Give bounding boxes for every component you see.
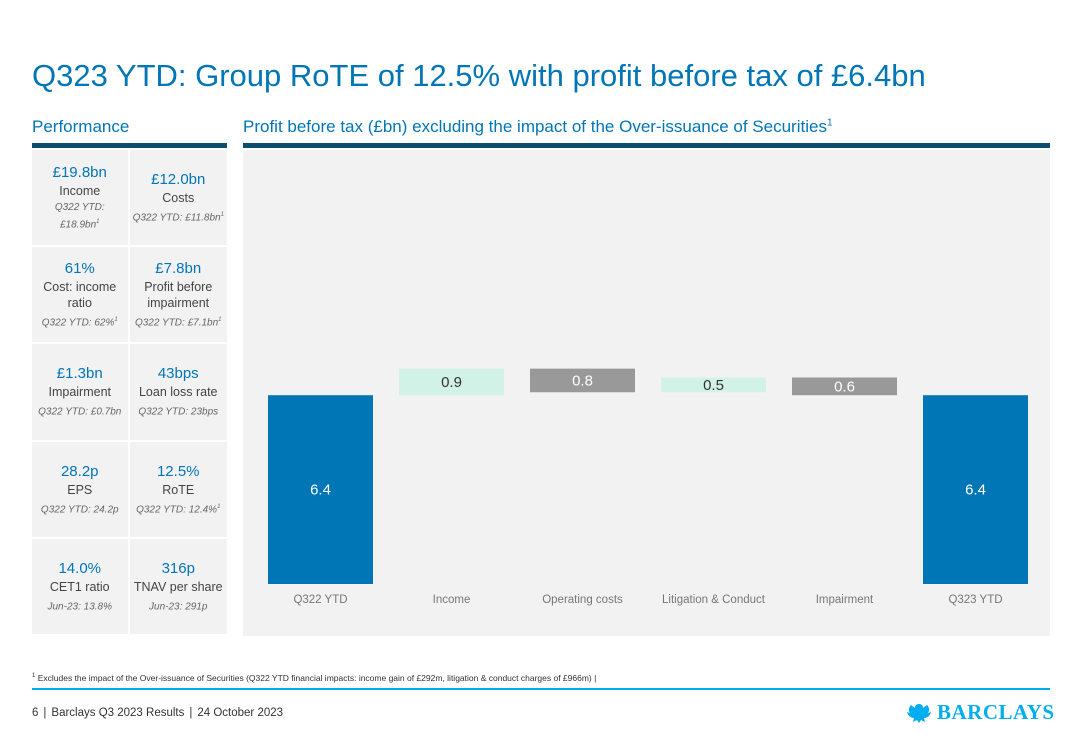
footer-page-number: 6 [32, 707, 39, 719]
kpi-value: £1.3bn [56, 365, 103, 383]
data-label: 0.6 [834, 378, 855, 395]
kpi-value: 28.2p [60, 462, 99, 480]
kpi-compare-text: Q322 YTD: £0.7bn [38, 406, 122, 418]
bar-q323-ytd [923, 395, 1028, 584]
kpi-label: Costs [162, 190, 195, 205]
kpi-value: 12.5% [156, 462, 200, 480]
performance-heading: Performance [32, 117, 130, 136]
data-label: 0.5 [703, 377, 724, 394]
kpi-value: £19.8bn [52, 163, 107, 181]
footnote-text: Excludes the impact of the Over-issuance… [37, 673, 592, 683]
kpi-label: CET1 ratio [49, 579, 110, 594]
footer-rule [32, 688, 1050, 690]
page-title: Q323 YTD: Group RoTE of 12.5% with profi… [32, 58, 926, 93]
performance-rule [32, 143, 227, 148]
kpi-cell: 43bps Loan loss rate Q322 YTD: 23bps [129, 344, 227, 442]
kpi-value: 316p [161, 559, 195, 577]
kpi-label: Cost: income ratio [43, 280, 117, 311]
chart-heading-text: Profit before tax (£bn) excluding the im… [243, 117, 827, 136]
bar-income [399, 368, 504, 396]
chart-panel [243, 150, 1050, 636]
footer-document: Barclays Q3 2023 Results [51, 707, 185, 719]
footer: 6 | Barclays Q3 2023 Results | 24 October 20… [32, 707, 284, 719]
kpi-cell: 61% Cost: income ratio Q322 YTD: 62%1 [32, 247, 130, 345]
kpi-compare-sup: 1 [218, 317, 222, 324]
kpi-compare-sup: 1 [114, 317, 118, 324]
kpi-compare-sup: 1 [96, 218, 100, 225]
kpi-label: Income [59, 183, 101, 198]
kpi-label: Profit before impairment [144, 280, 213, 311]
x-tick-label: Q322 YTD [293, 594, 347, 606]
kpi-compare-text: Q322 YTD: 23bps [138, 406, 219, 418]
data-label: 6.4 [965, 482, 986, 499]
kpi-label: Impairment [48, 385, 112, 400]
footer-date: 24 October 2023 [197, 707, 284, 719]
kpi-compare-text: Q322 YTD: 62% [41, 317, 115, 329]
logo-text: BARCLAYS [937, 700, 1055, 724]
performance-panel [32, 150, 227, 636]
bar-operating-costs [530, 368, 635, 393]
kpi-cell: 12.5% RoTE Q322 YTD: 12.4%1 [129, 442, 227, 539]
kpi-compare: Q322 YTD: 62%1 [42, 313, 118, 330]
kpi-label: EPS [67, 482, 93, 497]
kpi-value: £7.8bn [155, 260, 202, 278]
kpi-grid: £19.8bn Income Q322 YTD: £18.9bn1 £12.0bn Co… [32, 150, 227, 636]
kpi-compare: Q322 YTD: 23bps [138, 402, 218, 419]
waterfall-chart: 6.4 Q322 YTD 0.9 Income 0.8 Operating costs 0.… [268, 368, 1028, 606]
chart-rule [243, 143, 1050, 148]
data-label: 6.4 [310, 482, 331, 499]
kpi-compare: Q322 YTD: £11.8bn1 [133, 208, 224, 225]
kpi-cell: £7.8bn Profit before impairment Q322 YTD: … [129, 247, 227, 345]
kpi-value: 43bps [157, 365, 199, 383]
x-tick-label: Q323 YTD [948, 594, 1002, 606]
bar-q322-ytd [268, 395, 373, 584]
data-label: 0.8 [572, 372, 593, 389]
kpi-compare-text: Jun-23: 291p [149, 601, 208, 613]
kpi-cell: £12.0bn Costs Q322 YTD: £11.8bn1 [129, 150, 227, 248]
chart-heading-sup: 1 [826, 117, 833, 129]
kpi-compare-sup: 1 [220, 211, 224, 218]
kpi-compare-text: Q322 YTD: £7.1bn [134, 317, 219, 329]
kpi-compare-sup: 1 [217, 503, 221, 510]
footnote-sup: 1 [32, 673, 36, 680]
kpi-cell: 316p TNAV per share Jun-23: 291p [129, 539, 227, 636]
x-tick-label: Operating costs [542, 594, 623, 606]
x-tick-label: Income [433, 594, 471, 606]
data-label: 0.9 [441, 374, 462, 391]
chart-heading: Profit before tax (£bn) excluding the im… [243, 117, 833, 137]
barclays-logo: BARCLAYS [905, 700, 1055, 725]
eagle-icon [907, 703, 931, 723]
kpi-value: 14.0% [58, 559, 102, 577]
kpi-compare: Q322 YTD: £18.9bn1 [34, 201, 126, 232]
kpi-compare-text: Jun-23: 13.8% [47, 601, 113, 613]
kpi-cell: £19.8bn Income Q322 YTD: £18.9bn1 [32, 150, 130, 248]
kpi-compare-text: Q322 YTD: £18.9bn [54, 201, 105, 231]
x-tick-label: Impairment [816, 594, 874, 606]
bar-impairment [792, 377, 897, 396]
x-tick-label: Litigation & Conduct [662, 594, 766, 606]
footnote: 1 Excludes the impact of the Over-issuan… [32, 673, 597, 683]
kpi-compare: Jun-23: 13.8% [48, 597, 113, 614]
bar-litigation-conduct [661, 377, 766, 393]
kpi-compare-text: Q322 YTD: £11.8bn [132, 212, 221, 224]
kpi-value: £12.0bn [151, 170, 206, 188]
kpi-compare: Jun-23: 291p [149, 597, 207, 614]
kpi-value: 61% [64, 260, 95, 278]
kpi-label: RoTE [162, 482, 195, 497]
kpi-compare-text: Q322 YTD: 12.4% [136, 503, 218, 515]
kpi-compare: Q322 YTD: £0.7bn [38, 402, 121, 419]
kpi-cell: 14.0% CET1 ratio Jun-23: 13.8% [32, 538, 130, 636]
kpi-label: TNAV per share [133, 579, 223, 594]
kpi-compare: Q322 YTD: 12.4%1 [136, 500, 220, 517]
kpi-label: Loan loss rate [138, 385, 218, 400]
kpi-compare: Q322 YTD: 24.2p [41, 500, 119, 517]
kpi-compare: Q322 YTD: £7.1bn1 [135, 313, 222, 330]
kpi-compare-text: Q322 YTD: 24.2p [40, 503, 119, 515]
kpi-cell: 28.2p EPS Q322 YTD: 24.2p [32, 441, 130, 539]
kpi-cell: £1.3bn Impairment Q322 YTD: £0.7bn [32, 344, 130, 442]
